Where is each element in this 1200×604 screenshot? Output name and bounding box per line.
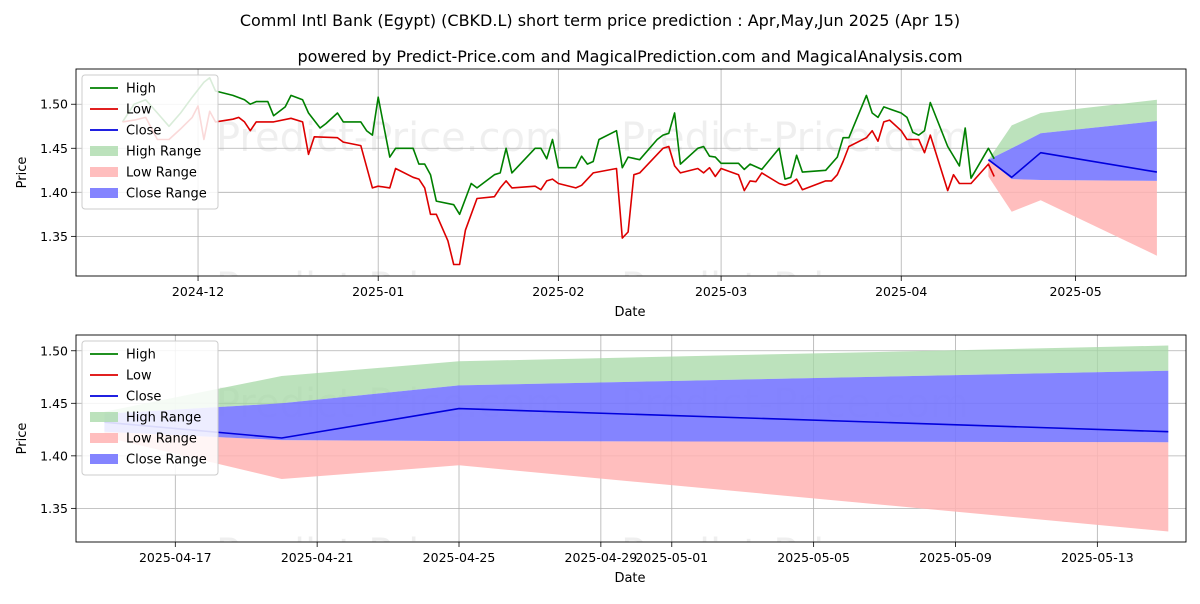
y-tick-label: 1.45 (40, 396, 68, 411)
x-tick-label: 2025-04-29 (565, 550, 638, 565)
y-axis-label: Price (15, 423, 30, 455)
x-tick-label: 2025-04 (875, 284, 927, 299)
legend-swatch-close-range (90, 454, 118, 464)
x-tick-label: 2025-01 (352, 284, 404, 299)
low-range-band (988, 159, 1157, 256)
watermark-group: Predict-Price.com Predict-Price.com Predic… (216, 115, 969, 311)
low-line (122, 105, 995, 266)
panel-top: Predict-Price.com Predict-Price.com Predic… (15, 68, 1187, 320)
watermark: Predict-Price.com (621, 531, 969, 577)
x-tick-label: 2025-04-21 (281, 550, 354, 565)
close-range-band (104, 370, 1169, 443)
y-tick-label: 1.35 (40, 229, 68, 244)
legend-swatch-high-range (90, 412, 118, 422)
legend-label: Close (126, 390, 161, 405)
x-tick-label: 2025-04-25 (423, 550, 496, 565)
watermark: Predict-Price.com (621, 265, 969, 311)
legend-label: High (126, 82, 156, 97)
y-tick-label: 1.50 (40, 97, 68, 112)
plot-area (121, 77, 1158, 266)
plot-frame (75, 68, 1187, 277)
y-tick-label: 1.50 (40, 343, 68, 358)
x-tick-label: 2025-05-13 (1061, 550, 1134, 565)
legend-label: Close Range (126, 187, 207, 202)
legend-label: Low Range (126, 432, 197, 447)
legend-label: Low (126, 369, 152, 384)
high-line (121, 77, 995, 216)
x-tick-label: 2025-05 (1049, 284, 1101, 299)
legend-label: High (126, 348, 156, 363)
legend-label: Low (126, 103, 152, 118)
legend-swatch-low-range (90, 167, 118, 177)
x-tick-label: 2025-05-05 (777, 550, 850, 565)
legend-label: Close (126, 124, 161, 139)
watermark: Predict-Price.com (621, 115, 969, 161)
watermark: Predict-Price.com (216, 265, 564, 311)
low-range-band (104, 431, 1169, 532)
legend: High Low Close High Range Low Range Close Ran… (81, 340, 219, 476)
legend-label: Close Range (126, 453, 207, 468)
close-line (987, 151, 1158, 179)
high-range-band (988, 99, 1157, 160)
x-tick-label: 2024-12 (172, 284, 224, 299)
y-axis-label: Price (15, 157, 30, 189)
panel-bottom: Predict-Price.comPredict-Price.comPredic… (15, 334, 1187, 586)
plot-frame (75, 334, 1187, 543)
legend-swatch-low-range (90, 433, 118, 443)
watermark: Predict-Price.com (216, 115, 564, 161)
legend-swatch-close-range (90, 188, 118, 198)
legend-label: High Range (126, 411, 201, 426)
legend-label: Low Range (126, 166, 197, 181)
x-axis-label: Date (614, 305, 645, 320)
x-tick-label: 2025-05-01 (635, 550, 708, 565)
y-tick-label: 1.40 (40, 448, 68, 463)
legend: High Low Close High Range Low Range Close Ran… (81, 74, 219, 210)
chart-subtitle: powered by Predict-Price.com and Magical… (297, 47, 962, 66)
watermark: Predict-Price.com (216, 531, 564, 577)
close-range-band (988, 121, 1157, 181)
chart-title: Comml Intl Bank (Egypt) (CBKD.L) short t… (240, 11, 960, 30)
y-tick-label: 1.40 (40, 185, 68, 200)
x-tick-label: 2025-04-17 (139, 550, 212, 565)
x-axis-label: Date (614, 571, 645, 586)
x-tick-label: 2025-02 (532, 284, 584, 299)
legend-label: High Range (126, 145, 201, 160)
y-tick-label: 1.45 (40, 141, 68, 156)
x-tick-label: 2025-05-09 (919, 550, 992, 565)
y-tick-label: 1.35 (40, 501, 68, 516)
x-tick-label: 2025-03 (695, 284, 747, 299)
plot-area (104, 345, 1169, 532)
high-range-band (104, 345, 1169, 414)
legend-swatch-high-range (90, 146, 118, 156)
